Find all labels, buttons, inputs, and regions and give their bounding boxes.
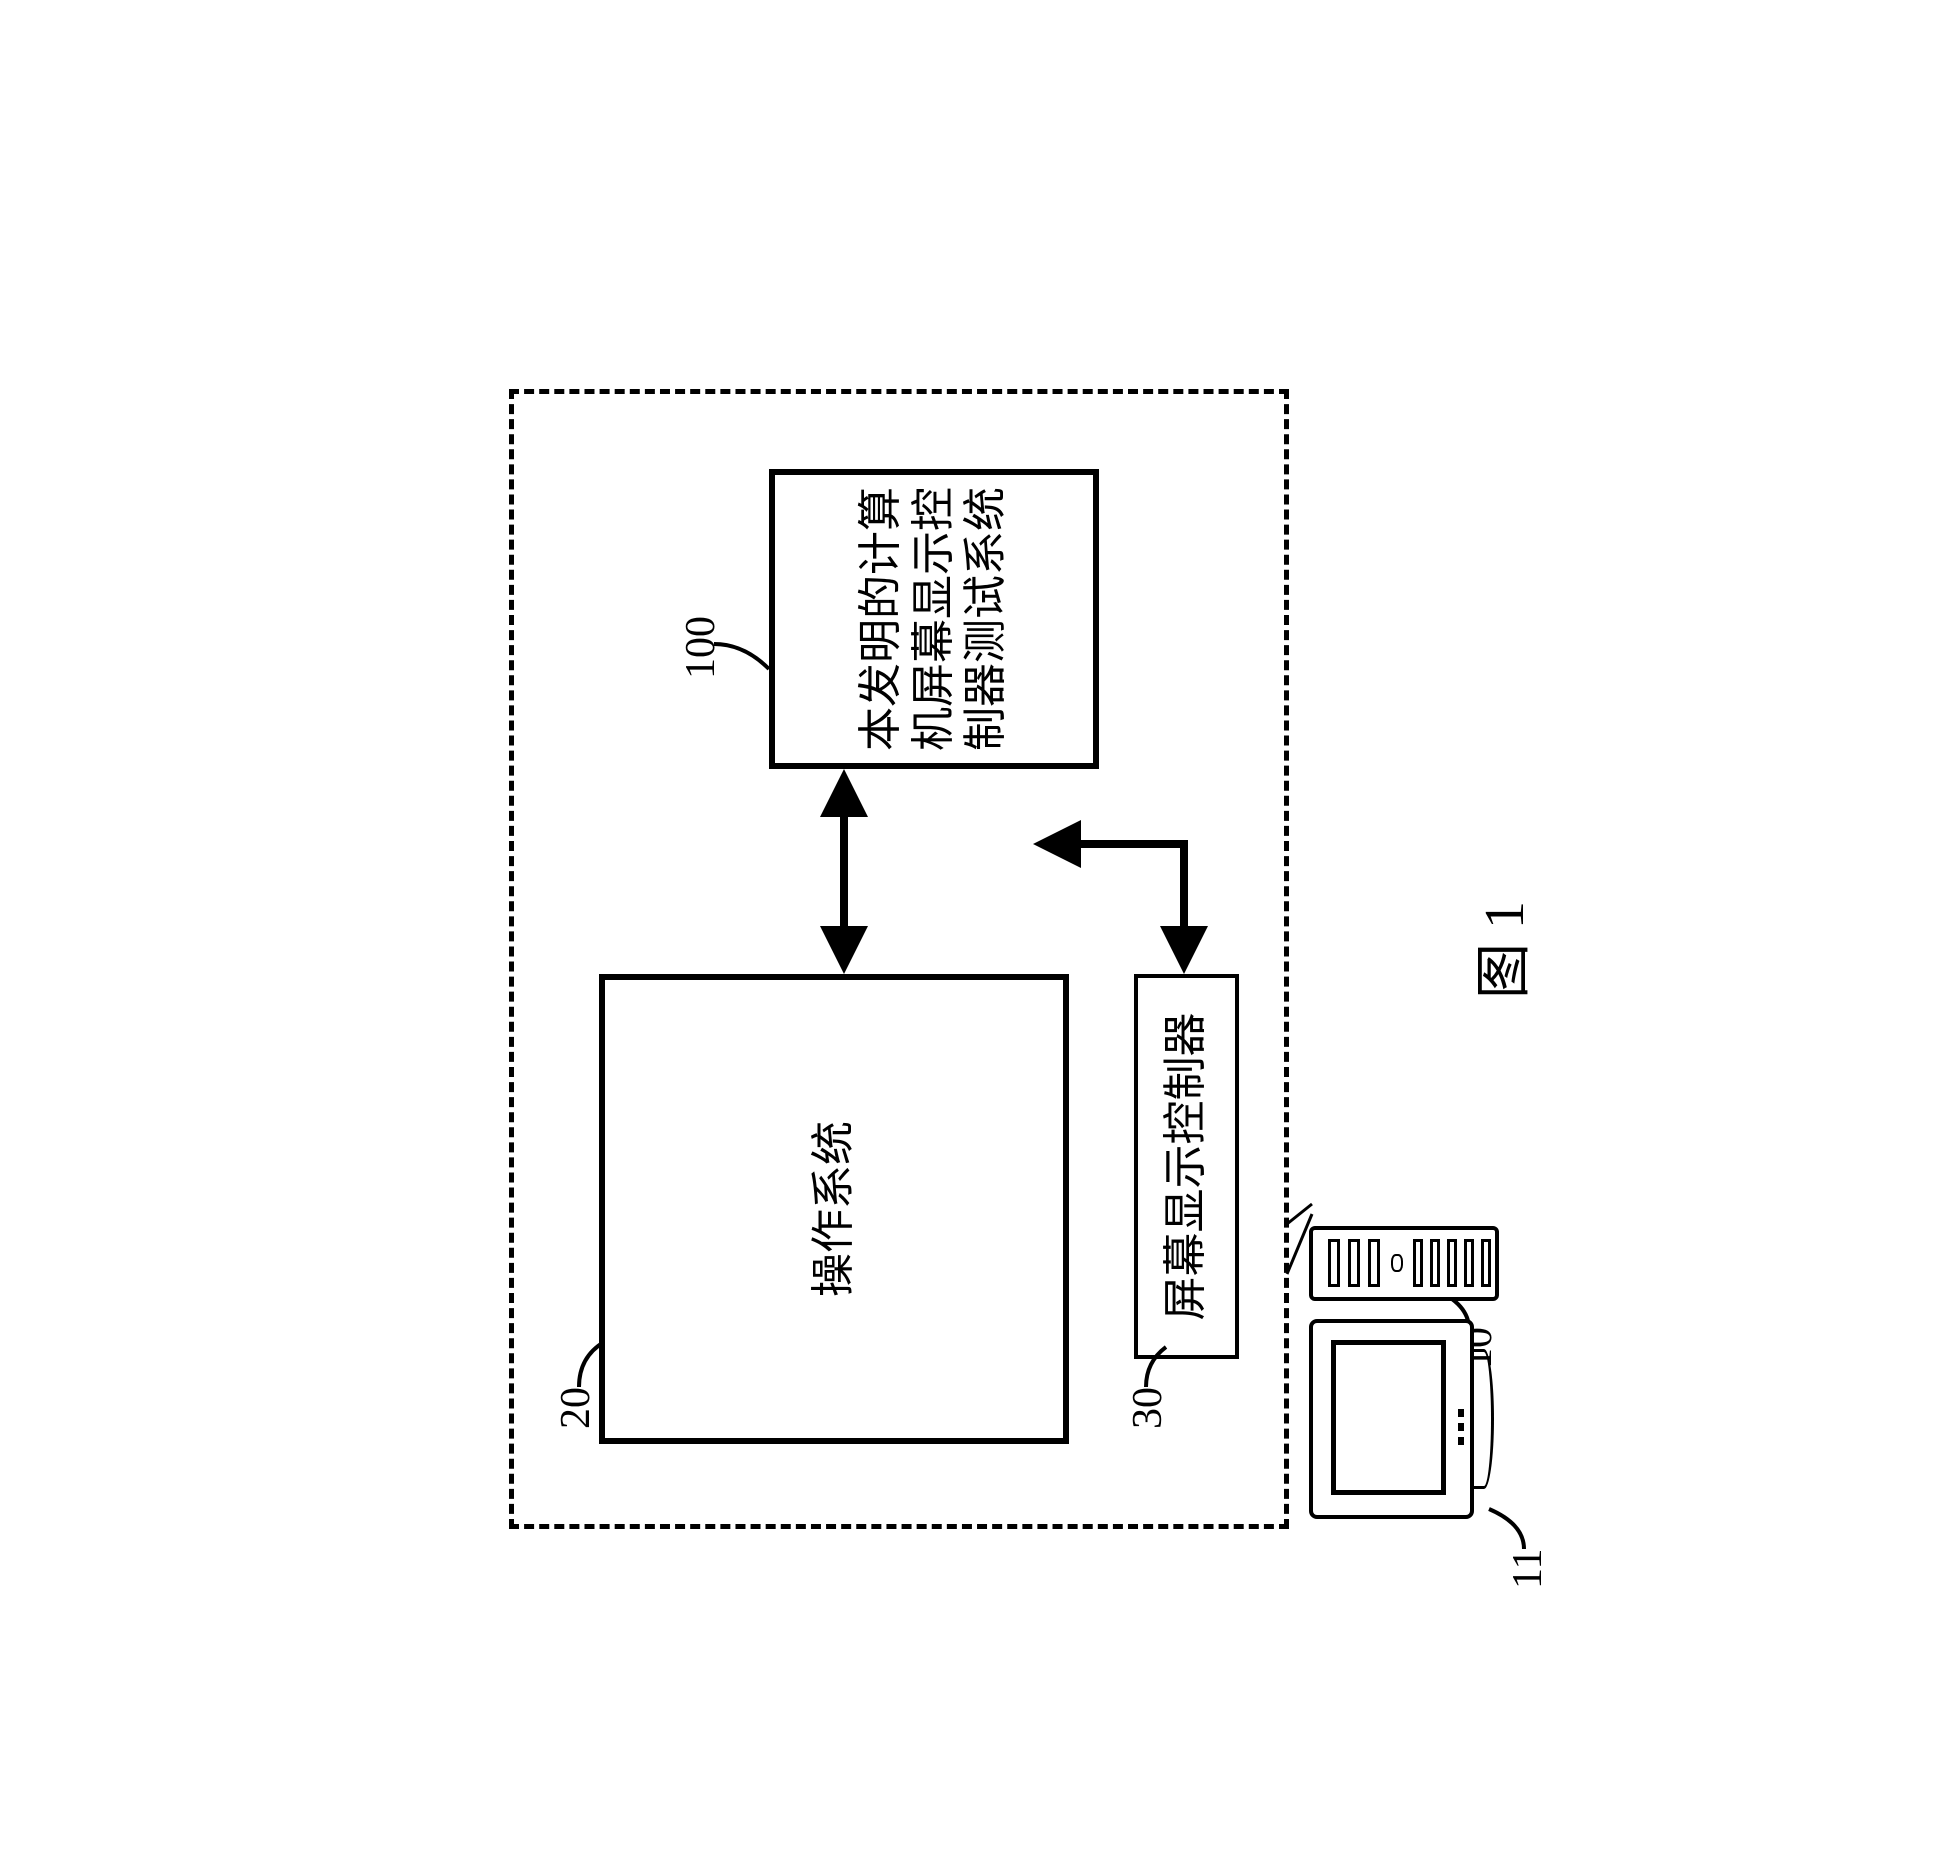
lead-30 xyxy=(1141,1337,1171,1387)
test-system-label: 本发明的计算机屏幕显示控制器测试系统 xyxy=(854,485,1012,753)
tower-vent xyxy=(1481,1239,1491,1287)
lead-20 xyxy=(559,1327,609,1387)
lead-11 xyxy=(1484,1499,1534,1549)
tower-drive-bay xyxy=(1328,1239,1340,1287)
arrow-controller-to-test xyxy=(1029,754,1209,974)
lead-computer-to-box-2 xyxy=(1287,1189,1317,1224)
ref-label-11: 11 xyxy=(1504,1548,1552,1588)
tower-vent xyxy=(1447,1239,1457,1287)
tower-vent xyxy=(1413,1239,1423,1287)
ref-label-30: 30 xyxy=(1124,1387,1172,1429)
controller-label: 屏幕显示控制器 xyxy=(1160,1012,1213,1320)
ref-label-20: 20 xyxy=(552,1387,600,1429)
monitor-buttons xyxy=(1458,1385,1466,1445)
tower-power-button xyxy=(1391,1254,1403,1272)
test-system-box: 本发明的计算机屏幕显示控制器测试系统 xyxy=(769,469,1099,769)
diagram-container: 操作系统 屏幕显示控制器 本发明的计算机屏幕显示控制器测试系统 20 30 10… xyxy=(369,129,1569,1729)
os-box: 操作系统 xyxy=(599,974,1069,1444)
tower-drive-bay xyxy=(1348,1239,1360,1287)
os-label: 操作系统 xyxy=(807,1121,860,1297)
monitor-stand xyxy=(1474,1349,1494,1489)
figure-label: 图 1 xyxy=(1459,901,1540,999)
monitor-screen xyxy=(1331,1340,1446,1495)
monitor-body xyxy=(1309,1319,1474,1519)
lead-100 xyxy=(714,619,779,679)
controller-box: 屏幕显示控制器 xyxy=(1134,974,1239,1359)
tower-vent xyxy=(1430,1239,1440,1287)
tower-drive-bay xyxy=(1368,1239,1380,1287)
tower-vent xyxy=(1464,1239,1474,1287)
computer-tower xyxy=(1309,1226,1499,1301)
arrow-os-to-test xyxy=(824,769,864,974)
